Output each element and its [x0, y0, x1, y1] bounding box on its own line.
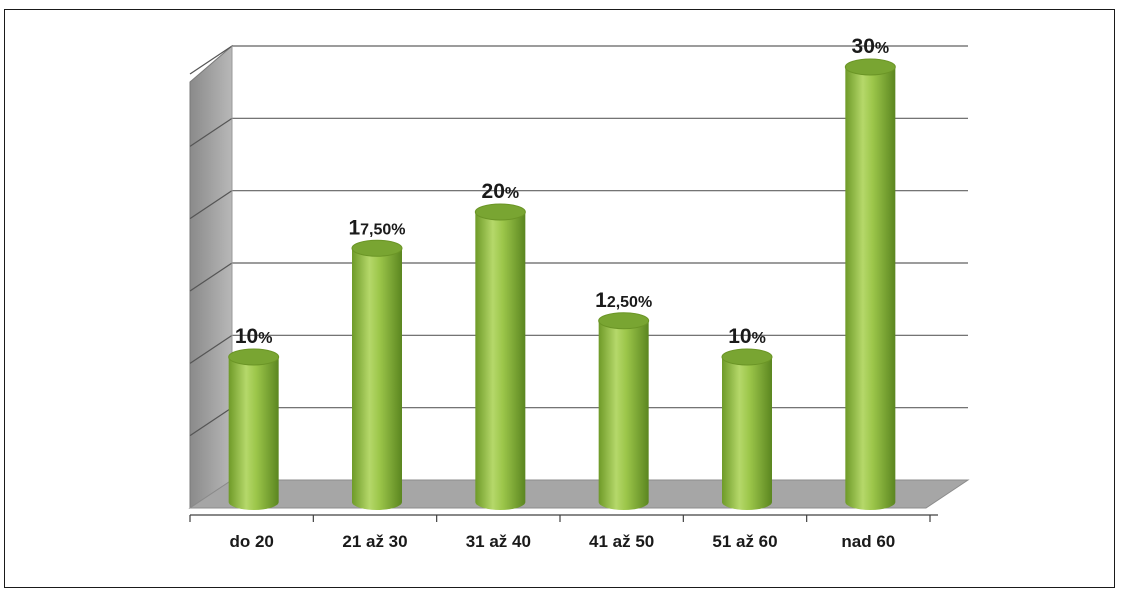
- x-tick-label: nad 60: [841, 532, 895, 551]
- x-tick-label: 21 až 30: [342, 532, 407, 551]
- bar-chart: 10% 17,50% 20% 12,50% 10% 30% do 20 21 až 30 31…: [188, 35, 970, 551]
- bar: [721, 348, 773, 510]
- side-gridline: [189, 407, 233, 437]
- x-axis: do 20 21 až 30 31 až 40 41 až 50 51 až 60 nad…: [189, 514, 938, 551]
- side-gridline: [189, 117, 233, 147]
- side-gridline: [189, 262, 233, 292]
- bar-top: [721, 348, 773, 366]
- bar-body: [475, 212, 526, 510]
- bar: [351, 239, 403, 510]
- bar: [844, 58, 896, 510]
- side-gridline: [189, 334, 233, 364]
- bar-top: [351, 239, 403, 257]
- bar: [474, 203, 526, 510]
- x-tick-label: 41 až 50: [589, 532, 654, 551]
- bar-top: [228, 348, 280, 366]
- data-label: 10%: [235, 325, 273, 348]
- data-label: 12,50%: [595, 289, 652, 312]
- x-tick-label: 31 až 40: [466, 532, 531, 551]
- data-labels: 10% 17,50% 20% 12,50% 10% 30%: [235, 35, 889, 348]
- data-label: 10%: [728, 325, 766, 348]
- bar-top: [598, 312, 650, 330]
- bar-top: [474, 203, 526, 221]
- bar-body: [845, 67, 896, 510]
- chart-frame: 10% 17,50% 20% 12,50% 10% 30% do 20 21 až 30 31…: [4, 9, 1115, 588]
- bar: [228, 348, 280, 510]
- bar-body: [352, 248, 402, 510]
- data-label: 20%: [482, 180, 520, 203]
- bar-body: [722, 357, 772, 510]
- data-label: 30%: [852, 35, 890, 58]
- side-gridline: [189, 45, 233, 75]
- bar: [598, 312, 650, 510]
- bar-body: [598, 320, 649, 510]
- bar-body: [228, 357, 279, 510]
- x-tick-label: do 20: [229, 532, 273, 551]
- bars: [228, 58, 896, 510]
- side-gridline: [189, 190, 233, 220]
- data-label: 17,50%: [348, 216, 405, 239]
- bar-top: [844, 58, 896, 76]
- x-tick-label: 51 až 60: [712, 532, 777, 551]
